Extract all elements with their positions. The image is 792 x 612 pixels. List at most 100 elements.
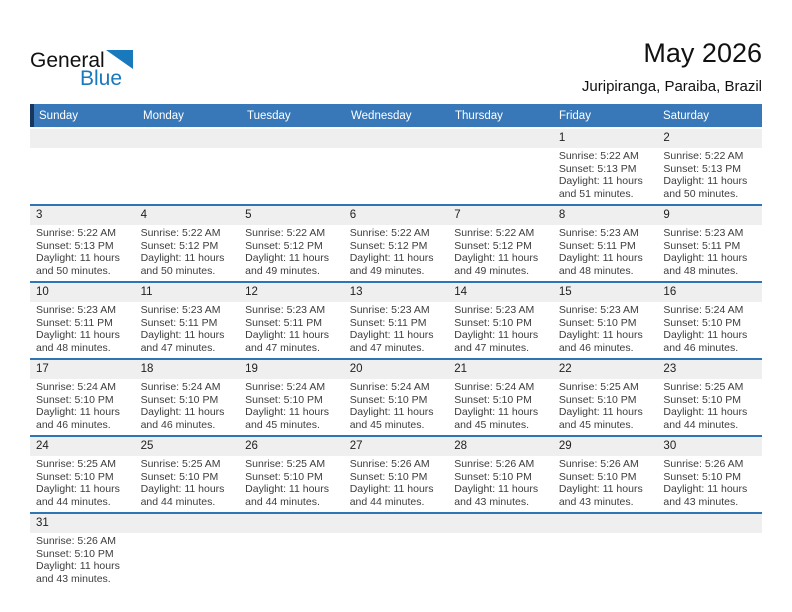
day-cell-23: 23 Sunrise: 5:25 AM Sunset: 5:10 PM Dayligh…	[657, 360, 762, 435]
day-detail-line: Sunrise: 5:23 AM	[140, 304, 221, 316]
day-detail-line: Sunrise: 5:24 AM	[245, 381, 326, 393]
day-cell-empty	[30, 129, 135, 204]
day-detail-line: Sunrise: 5:23 AM	[558, 304, 639, 316]
day-details: Sunrise: 5:26 AM Sunset: 5:10 PM Daylight:…	[553, 456, 658, 512]
day-details: Sunrise: 5:22 AM Sunset: 5:12 PM Daylight:…	[448, 225, 553, 281]
day-detail-line: and 44 minutes.	[663, 418, 739, 431]
title-block: May 2026 Juripiranga, Paraiba, Brazil	[582, 38, 762, 95]
day-detail-line: Sunrise: 5:22 AM	[36, 227, 116, 239]
day-details: Sunrise: 5:23 AM Sunset: 5:11 PM Daylight:…	[239, 302, 344, 358]
day-detail-line: Daylight: 11 hours	[454, 329, 539, 341]
day-cell-10: 10 Sunrise: 5:23 AM Sunset: 5:11 PM Dayligh…	[30, 283, 135, 358]
day-number	[134, 129, 240, 148]
day-cell-7: 7 Sunrise: 5:22 AM Sunset: 5:12 PM Daylight…	[448, 206, 553, 281]
day-detail-line: Sunset: 5:10 PM	[349, 393, 428, 406]
day-number: 18	[134, 360, 240, 379]
day-number: 13	[343, 283, 449, 302]
day-detail-line: and 46 minutes.	[36, 418, 111, 431]
day-number	[30, 129, 135, 148]
day-detail-line: Sunrise: 5:26 AM	[663, 458, 744, 470]
day-cell-empty	[657, 514, 762, 589]
week-row: 31 Sunrise: 5:26 AM Sunset: 5:10 PM Dayligh…	[30, 514, 762, 589]
day-number: 17	[30, 360, 135, 379]
day-number: 15	[552, 283, 658, 302]
weekday-label-monday: Monday	[143, 109, 184, 122]
day-detail-line: Sunrise: 5:22 AM	[558, 150, 639, 162]
day-number	[343, 129, 449, 148]
day-cell-3: 3 Sunrise: 5:22 AM Sunset: 5:13 PM Daylight…	[30, 206, 135, 281]
day-details: Sunrise: 5:24 AM Sunset: 5:10 PM Daylight:…	[135, 379, 240, 435]
calendar-month-title: May 2026	[643, 38, 762, 68]
day-detail-line: and 49 minutes.	[454, 264, 529, 277]
day-number: 10	[30, 283, 135, 302]
day-details: Sunrise: 5:26 AM Sunset: 5:10 PM Daylight:…	[30, 533, 135, 589]
day-detail-line: and 48 minutes.	[663, 264, 739, 277]
day-cell-empty	[134, 514, 240, 589]
day-detail-line: Sunset: 5:13 PM	[558, 162, 637, 175]
day-details: Sunrise: 5:23 AM Sunset: 5:11 PM Daylight:…	[344, 302, 449, 358]
day-cell-empty	[239, 129, 344, 204]
day-number: 14	[448, 283, 553, 302]
day-cell-5: 5 Sunrise: 5:22 AM Sunset: 5:12 PM Daylight…	[239, 206, 344, 281]
week-row: 24 Sunrise: 5:25 AM Sunset: 5:10 PM Dayligh…	[30, 437, 762, 514]
day-detail-line: Daylight: 11 hours	[349, 252, 434, 264]
day-detail-line: Sunrise: 5:26 AM	[349, 458, 430, 470]
day-number: 26	[239, 437, 344, 456]
day-details: Sunrise: 5:22 AM Sunset: 5:12 PM Daylight:…	[239, 225, 344, 281]
day-number	[134, 514, 240, 533]
day-detail-line: Sunset: 5:11 PM	[140, 316, 218, 329]
day-detail-line: Sunrise: 5:26 AM	[454, 458, 535, 470]
day-cell-24: 24 Sunrise: 5:25 AM Sunset: 5:10 PM Dayligh…	[30, 437, 135, 512]
day-detail-line: Sunrise: 5:25 AM	[245, 458, 326, 470]
weekday-label-friday: Friday	[559, 109, 591, 122]
day-cell-2: 2 Sunrise: 5:22 AM Sunset: 5:13 PM Daylight…	[657, 129, 762, 204]
day-number: 3	[30, 206, 135, 225]
day-detail-line: Sunrise: 5:23 AM	[558, 227, 639, 239]
day-cell-empty	[239, 514, 344, 589]
day-cell-19: 19 Sunrise: 5:24 AM Sunset: 5:10 PM Dayligh…	[239, 360, 344, 435]
day-details: Sunrise: 5:23 AM Sunset: 5:11 PM Daylight:…	[30, 302, 135, 358]
day-details: Sunrise: 5:23 AM Sunset: 5:10 PM Daylight:…	[553, 302, 658, 358]
day-detail-line: Sunset: 5:10 PM	[558, 393, 637, 406]
day-details: Sunrise: 5:25 AM Sunset: 5:10 PM Daylight:…	[30, 456, 135, 512]
day-detail-line: Sunset: 5:10 PM	[454, 393, 532, 406]
day-cell-empty	[134, 129, 240, 204]
day-cell-30: 30 Sunrise: 5:26 AM Sunset: 5:10 PM Dayligh…	[657, 437, 762, 512]
day-number: 29	[552, 437, 658, 456]
calendar-location: Juripiranga, Paraiba, Brazil	[581, 78, 762, 95]
day-detail-line: Daylight: 11 hours	[663, 483, 748, 495]
day-detail-line: Sunset: 5:13 PM	[36, 239, 114, 252]
day-details: Sunrise: 5:23 AM Sunset: 5:11 PM Daylight:…	[553, 225, 658, 281]
day-detail-line: Daylight: 11 hours	[245, 252, 329, 264]
day-detail-line: and 45 minutes.	[558, 418, 634, 431]
day-cell-9: 9 Sunrise: 5:23 AM Sunset: 5:11 PM Daylight…	[657, 206, 762, 281]
day-cell-8: 8 Sunrise: 5:23 AM Sunset: 5:11 PM Daylight…	[552, 206, 658, 281]
day-number	[448, 129, 553, 148]
day-detail-line: Sunset: 5:12 PM	[349, 239, 428, 252]
day-detail-line: Daylight: 11 hours	[36, 406, 120, 418]
day-detail-line: Sunset: 5:13 PM	[663, 162, 742, 175]
day-detail-line: Daylight: 11 hours	[36, 252, 120, 264]
day-detail-line: and 45 minutes.	[349, 418, 425, 431]
day-detail-line: Sunset: 5:10 PM	[245, 470, 323, 483]
day-detail-line: Sunset: 5:12 PM	[245, 239, 323, 252]
day-detail-line: and 49 minutes.	[245, 264, 320, 277]
day-detail-line: Sunrise: 5:23 AM	[349, 304, 430, 316]
day-detail-line: Sunset: 5:10 PM	[558, 470, 637, 483]
week-row: 10 Sunrise: 5:23 AM Sunset: 5:11 PM Dayligh…	[30, 283, 762, 360]
day-detail-line: Sunset: 5:10 PM	[663, 470, 742, 483]
day-detail-line: and 48 minutes.	[558, 264, 634, 277]
week-row: 17 Sunrise: 5:24 AM Sunset: 5:10 PM Dayligh…	[30, 360, 762, 437]
day-detail-line: and 50 minutes.	[140, 264, 216, 277]
day-number: 27	[343, 437, 449, 456]
day-detail-line: Sunset: 5:10 PM	[36, 547, 114, 560]
day-number: 22	[552, 360, 658, 379]
day-detail-line: Daylight: 11 hours	[663, 329, 748, 341]
day-number: 9	[657, 206, 762, 225]
day-cell-empty	[552, 514, 658, 589]
day-details: Sunrise: 5:25 AM Sunset: 5:10 PM Daylight:…	[135, 456, 240, 512]
day-cell-6: 6 Sunrise: 5:22 AM Sunset: 5:12 PM Daylight…	[343, 206, 449, 281]
day-details: Sunrise: 5:22 AM Sunset: 5:13 PM Daylight:…	[657, 148, 762, 204]
day-details: Sunrise: 5:24 AM Sunset: 5:10 PM Daylight:…	[30, 379, 135, 435]
day-detail-line: Daylight: 11 hours	[558, 252, 643, 264]
